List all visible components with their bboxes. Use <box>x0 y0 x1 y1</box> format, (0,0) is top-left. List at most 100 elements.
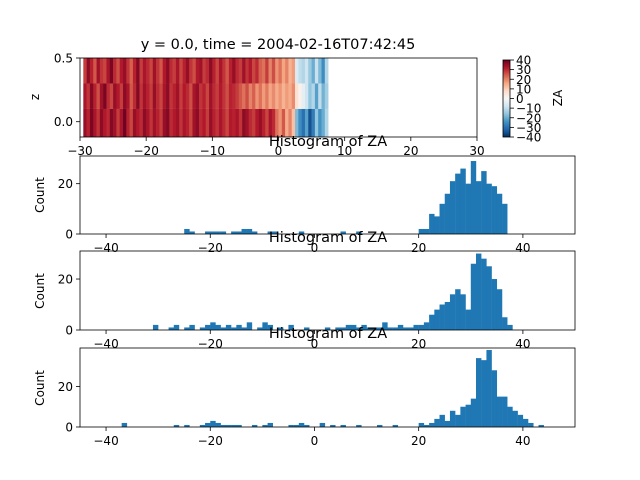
heatmap-cell <box>109 108 114 137</box>
heatmap-cell <box>271 108 276 137</box>
histogram-bar <box>205 324 211 330</box>
heatmap-cell <box>281 108 286 137</box>
heatmap-x-tick-label: 10 <box>337 144 352 158</box>
histogram-bar <box>522 418 529 427</box>
histogram-bar <box>476 253 482 330</box>
heatmap-cell <box>116 108 120 137</box>
heatmap-cell <box>139 83 144 109</box>
heatmap-cell <box>169 83 173 109</box>
histogram-bar <box>189 231 195 234</box>
heatmap-cell <box>139 108 144 137</box>
heatmap-cell <box>252 108 256 137</box>
heatmap-cell <box>156 58 160 84</box>
heatmap-cell <box>205 83 210 109</box>
heatmap-cell <box>93 83 97 109</box>
histogram-bar <box>444 420 451 427</box>
heatmap-x-ticks: −30 −20 −10 0 10 20 30 <box>67 137 485 158</box>
histogram-bar <box>444 193 451 234</box>
histogram-bar <box>356 424 362 427</box>
histogram-y-tick-label: 0 <box>65 324 73 338</box>
histogram-bar <box>439 304 445 330</box>
histogram-bar <box>184 228 190 234</box>
histogram-bar <box>246 228 253 234</box>
heatmap-x-tick-label: −30 <box>67 144 92 158</box>
histogram-bar <box>220 424 227 427</box>
histogram-y-tick-label: 0 <box>65 421 73 435</box>
histogram-bar <box>429 422 435 427</box>
histogram-bar <box>377 327 383 330</box>
heatmap-cell <box>261 58 266 84</box>
histogram-bar <box>423 322 430 330</box>
heatmap-cell <box>106 83 111 109</box>
heatmap-cell <box>265 83 269 109</box>
histogram-bar <box>251 231 258 234</box>
heatmap-cell <box>129 108 134 137</box>
histogram-bar <box>345 324 352 330</box>
heatmap-cell <box>185 83 190 109</box>
heatmap-x-tick-label: −20 <box>134 144 159 158</box>
heatmap-cell <box>189 108 193 137</box>
heatmap-cell <box>169 58 173 84</box>
histogram-bar <box>528 422 534 427</box>
histogram-bar <box>382 322 388 330</box>
histogram-bar <box>470 263 477 330</box>
histogram-bar <box>476 181 482 234</box>
heatmap-cell <box>215 58 220 84</box>
heatmap-x-tick-label: 30 <box>469 144 484 158</box>
heatmap-cell <box>185 58 190 84</box>
heatmap-cell <box>159 83 164 109</box>
heatmap-cell <box>218 83 223 109</box>
heatmap-cell <box>255 58 259 84</box>
histogram-bar <box>538 424 544 427</box>
histogram-bar <box>429 213 435 234</box>
heatmap-cell <box>189 58 193 84</box>
histogram-bar <box>460 294 466 330</box>
heatmap-cell <box>149 108 154 137</box>
heatmap-cell <box>298 58 302 84</box>
heatmap-cell <box>314 108 319 137</box>
histogram-bar <box>491 279 498 330</box>
heatmap-cell <box>275 83 279 109</box>
heatmap-cell <box>132 108 137 137</box>
heatmap-cell <box>311 108 316 137</box>
heatmap-cell <box>146 108 150 137</box>
histogram-bar <box>486 266 492 330</box>
histogram-x-tick-label: −20 <box>198 434 223 448</box>
heatmap-cell <box>166 58 170 84</box>
heatmap-cell <box>212 108 216 137</box>
heatmap-cell <box>116 58 120 84</box>
histogram-bar <box>225 424 232 427</box>
heatmap-cell <box>202 83 207 109</box>
histogram-2-bars <box>152 253 513 330</box>
histogram-bar <box>288 324 294 330</box>
heatmap-cell <box>109 83 114 109</box>
heatmap-cell <box>202 108 207 137</box>
heatmap-cell <box>268 83 273 109</box>
histogram-bar <box>491 370 498 427</box>
heatmap-cell <box>146 58 150 84</box>
heatmap-cell <box>285 108 289 137</box>
histogram-x-tick-label: −20 <box>198 337 223 351</box>
histogram-bar <box>184 327 190 330</box>
heatmap-cell <box>89 108 94 137</box>
heatmap-cell <box>86 58 91 84</box>
heatmap-cell <box>175 58 180 84</box>
heatmap-cell <box>311 58 316 84</box>
heatmap-cell <box>162 58 167 84</box>
histogram-bar <box>507 406 513 427</box>
heatmap-cell <box>156 108 160 137</box>
heatmap-cell <box>232 108 236 137</box>
heatmap-cell <box>132 58 137 84</box>
heatmap-cell <box>324 108 329 137</box>
colorbar-tick-label: 40 <box>516 54 531 68</box>
histogram-bar <box>210 231 216 234</box>
heatmap-cell <box>222 58 226 84</box>
heatmap-cell <box>235 58 240 84</box>
heatmap-cell <box>268 58 273 84</box>
heatmap-cell <box>228 58 233 84</box>
heatmap-cell <box>205 108 210 137</box>
heatmap-title: y = 0.0, time = 2004-02-16T07:42:45 <box>141 37 416 53</box>
histogram-2-y-ticks: 0 20 <box>58 273 80 338</box>
colorbar-tick-label: 10 <box>516 82 531 96</box>
